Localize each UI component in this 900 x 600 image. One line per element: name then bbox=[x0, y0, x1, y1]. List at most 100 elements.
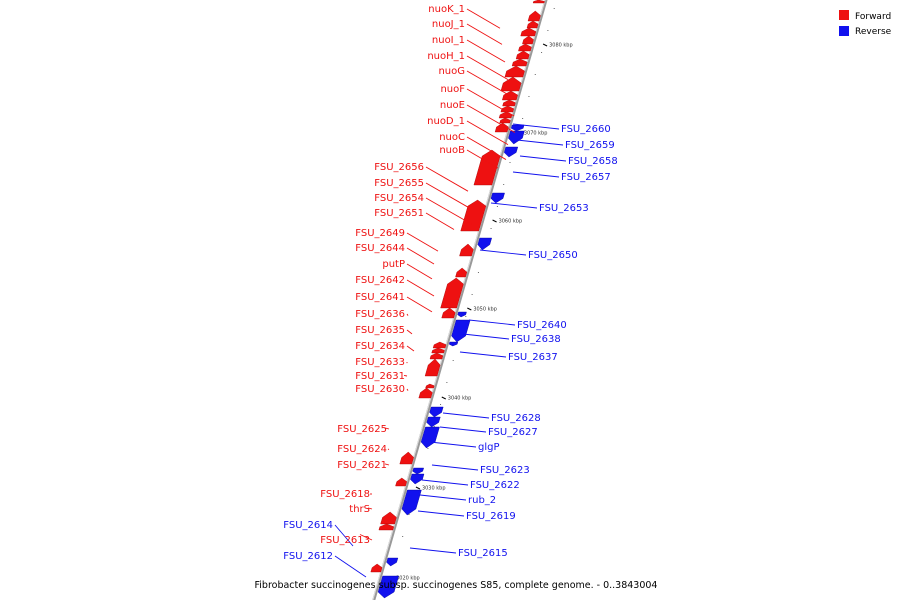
minor-tick-mark bbox=[496, 206, 498, 207]
reverse-gene bbox=[429, 406, 444, 418]
reverse-gene-label: FSU_2614 bbox=[283, 520, 333, 531]
forward-gene-label: nuoK_1 bbox=[428, 4, 465, 15]
forward-gene-label: FSU_2651 bbox=[374, 208, 424, 219]
forward-leader-line bbox=[406, 263, 433, 280]
scale-tick-mark bbox=[467, 307, 472, 311]
reverse-gene-label: rub_2 bbox=[468, 495, 496, 506]
forward-leader-line bbox=[387, 448, 390, 450]
forward-gene-label: nuoF bbox=[440, 84, 465, 95]
forward-gene bbox=[511, 58, 528, 67]
scale-ticks: 3080 kbp 3070 kbp 3060 kbp 3050 kbp 3040 kbp… bbox=[389, 8, 573, 582]
forward-gene-label: FSU_2621 bbox=[337, 460, 387, 471]
forward-gene bbox=[522, 35, 534, 45]
forward-gene bbox=[455, 267, 468, 278]
minor-tick-mark bbox=[553, 8, 555, 9]
reverse-gene-label: FSU_2638 bbox=[511, 334, 561, 345]
scale-tick-label: 3040 kbp bbox=[448, 396, 472, 402]
forward-gene-label: FSU_2624 bbox=[337, 444, 387, 455]
scale-tick-mark bbox=[415, 486, 421, 490]
reverse-gene bbox=[503, 146, 519, 158]
forward-leader-line bbox=[425, 166, 469, 192]
forward-leader-line bbox=[466, 149, 499, 169]
forward-gene-label: FSU_2613 bbox=[320, 535, 370, 546]
forward-gene-label: FSU_2631 bbox=[355, 371, 405, 382]
forward-gene-label: FSU_2654 bbox=[374, 193, 424, 204]
forward-gene bbox=[500, 76, 522, 92]
forward-gene-label: nuoJ_1 bbox=[432, 19, 465, 30]
reverse-leader-line bbox=[459, 351, 507, 358]
reverse-gene-label: FSU_2637 bbox=[508, 352, 558, 363]
forward-gene bbox=[532, 0, 545, 4]
forward-gene bbox=[502, 99, 516, 107]
forward-gene bbox=[520, 27, 537, 37]
reverse-gene bbox=[412, 467, 424, 475]
forward-gene bbox=[424, 358, 441, 377]
reverse-gene-label: FSU_2660 bbox=[561, 124, 611, 135]
forward-gene bbox=[459, 243, 474, 257]
minor-tick-mark bbox=[402, 536, 404, 537]
minor-tick-mark bbox=[522, 118, 524, 119]
label-leader-lines bbox=[334, 8, 567, 578]
scale-tick-label: 3080 kbp bbox=[549, 43, 573, 49]
forward-gene bbox=[432, 341, 447, 349]
reverse-leader-line bbox=[334, 524, 354, 547]
legend-forward-label: Forward bbox=[855, 12, 891, 22]
forward-leader-line bbox=[425, 182, 471, 209]
scale-tick-mark bbox=[542, 43, 548, 47]
forward-leader-line bbox=[466, 136, 507, 160]
forward-gene bbox=[399, 451, 414, 465]
reverse-gene-label: FSU_2628 bbox=[491, 413, 541, 424]
forward-gene bbox=[473, 149, 501, 186]
forward-gene-label: nuoE bbox=[440, 100, 465, 111]
reverse-leader-line bbox=[468, 319, 516, 326]
forward-leader-line bbox=[406, 279, 435, 297]
reverse-leader-line bbox=[516, 139, 564, 146]
forward-gene-label: FSU_2644 bbox=[355, 243, 405, 254]
forward-gene bbox=[500, 105, 515, 113]
minor-tick-mark bbox=[446, 382, 448, 383]
reverse-gene-label: FSU_2658 bbox=[568, 156, 618, 167]
minor-tick-mark bbox=[503, 184, 505, 185]
scale-tick-label: 3060 kbp bbox=[499, 219, 523, 225]
scale-tick-label: 3030 kbp bbox=[422, 486, 446, 492]
minor-tick-mark bbox=[528, 96, 530, 97]
reverse-gene bbox=[386, 557, 399, 567]
minor-tick-mark bbox=[477, 272, 479, 273]
forward-gene bbox=[460, 199, 487, 232]
forward-gene bbox=[441, 307, 456, 319]
forward-gene-label: FSU_2641 bbox=[355, 292, 405, 303]
reverse-gene-label: FSU_2619 bbox=[466, 511, 516, 522]
forward-gene bbox=[431, 347, 445, 354]
forward-gene bbox=[515, 50, 530, 60]
reverse-leader-line bbox=[512, 123, 560, 130]
forward-gene bbox=[499, 117, 511, 124]
forward-leader-line bbox=[384, 427, 390, 430]
minor-tick-mark bbox=[490, 228, 492, 229]
forward-gene-label: FSU_2634 bbox=[355, 341, 405, 352]
gene-features bbox=[370, 0, 545, 599]
forward-leader-line bbox=[466, 104, 516, 133]
forward-gene-label: FSU_2625 bbox=[337, 424, 387, 435]
reverse-gene bbox=[410, 473, 425, 485]
reverse-gene bbox=[377, 575, 399, 599]
legend-reverse-label: Reverse bbox=[855, 27, 892, 37]
forward-leader-line bbox=[466, 88, 515, 117]
forward-gene bbox=[378, 523, 395, 531]
forward-leader-line bbox=[403, 375, 408, 377]
minor-tick-mark bbox=[541, 52, 543, 53]
forward-gene-label: FSU_2635 bbox=[355, 325, 405, 336]
forward-leader-line bbox=[466, 8, 501, 29]
forward-gene bbox=[418, 387, 433, 399]
reverse-leader-line bbox=[439, 426, 487, 433]
minor-tick-mark bbox=[547, 30, 549, 31]
reverse-leader-line bbox=[519, 155, 567, 162]
forward-gene-label: nuoG bbox=[438, 66, 465, 77]
reverse-leader-line bbox=[490, 202, 538, 209]
forward-gene-label: FSU_2655 bbox=[374, 178, 424, 189]
forward-gene-label: FSU_2649 bbox=[355, 228, 405, 239]
reverse-gene bbox=[426, 416, 441, 428]
forward-leader-line bbox=[466, 39, 506, 63]
reverse-leader-line bbox=[334, 555, 367, 578]
reverse-leader-line bbox=[429, 441, 477, 448]
minor-tick-mark bbox=[471, 294, 473, 295]
